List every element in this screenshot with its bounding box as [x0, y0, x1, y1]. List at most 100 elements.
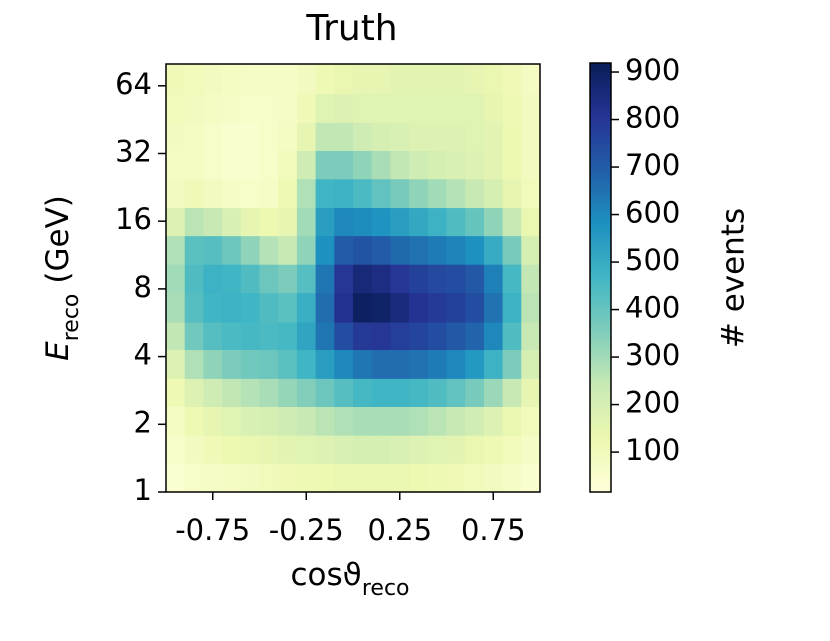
y-tick-label: 4: [134, 338, 152, 372]
heatmap-cell: [390, 150, 410, 180]
heatmap-cell: [222, 93, 242, 123]
heatmap-cell: [334, 264, 354, 294]
heatmap-cell: [521, 378, 541, 407]
heatmap-cell: [446, 93, 466, 123]
heatmap-cell: [222, 235, 242, 265]
heatmap-cell: [184, 235, 204, 265]
heatmap-cell: [390, 178, 410, 209]
heatmap-cell: [390, 122, 410, 151]
heatmap-cell: [502, 378, 522, 407]
heatmap-cell: [222, 349, 242, 379]
heatmap-cell: [334, 292, 354, 323]
heatmap-cell: [222, 378, 242, 407]
heatmap-cell: [184, 122, 204, 151]
heatmap-cell: [465, 463, 485, 493]
heatmap-cell: [353, 122, 373, 151]
colorbar-tick-label: 900: [625, 53, 680, 87]
heatmap-cell: [427, 235, 447, 265]
heatmap-cell: [446, 406, 466, 436]
heatmap-cell: [334, 150, 354, 180]
heatmap-cell: [390, 93, 410, 123]
heatmap-cell: [465, 122, 485, 151]
heatmap-cell: [521, 463, 541, 493]
heatmap-cell: [409, 292, 429, 323]
heatmap-cell: [259, 64, 279, 95]
heatmap-cell: [334, 122, 354, 151]
x-tick-label: 0.25: [367, 513, 432, 547]
heatmap-cell: [334, 93, 354, 123]
heatmap-cell: [409, 463, 429, 493]
heatmap-cell: [222, 122, 242, 151]
heatmap-cell: [166, 122, 186, 151]
heatmap-cell: [166, 235, 186, 265]
heatmap-cell: [390, 235, 410, 265]
x-label-symbol: cosϑ: [290, 557, 361, 593]
heatmap-cell: [427, 435, 447, 464]
heatmap-cell: [521, 207, 541, 237]
heatmap-cell: [446, 178, 466, 209]
heatmap-cell: [278, 463, 298, 493]
heatmap-cell: [184, 178, 204, 209]
heatmap-cell: [296, 93, 317, 123]
heatmap-cell: [371, 64, 391, 95]
heatmap-cell: [184, 150, 204, 180]
heatmap-cell: [166, 93, 186, 123]
heatmap-cell: [465, 406, 485, 436]
heatmap-cell: [446, 322, 466, 351]
heatmap-cell: [222, 435, 242, 464]
heatmap-cell: [166, 292, 186, 323]
heatmap-cell: [353, 292, 373, 323]
y-axis-label: Ereco (GeV): [40, 195, 84, 361]
heatmap-cell: [446, 463, 466, 493]
heatmap-cell: [240, 435, 260, 464]
heatmap-cell: [315, 122, 335, 151]
colorbar: [589, 62, 612, 493]
heatmap-cell: [409, 435, 429, 464]
heatmap-cell: [278, 235, 298, 265]
heatmap-cell: [184, 435, 204, 464]
heatmap-cell: [465, 64, 485, 95]
colorbar-tick-label: 700: [625, 148, 680, 182]
heatmap-cell: [409, 264, 429, 294]
heatmap-cell: [502, 235, 522, 265]
heatmap-cell: [409, 64, 429, 95]
heatmap-cell: [353, 207, 373, 237]
heatmap-cell: [259, 378, 279, 407]
heatmap-cell: [483, 207, 504, 237]
heatmap-cell: [521, 93, 541, 123]
heatmap-cell: [278, 64, 298, 95]
heatmap-cell: [353, 235, 373, 265]
heatmap-cell: [315, 235, 335, 265]
heatmap-cell: [166, 207, 186, 237]
heatmap-cell: [465, 207, 485, 237]
heatmap-cell: [390, 207, 410, 237]
heatmap-cell: [184, 322, 204, 351]
chart-title: Truth: [305, 8, 397, 49]
heatmap-cell: [502, 292, 522, 323]
heatmap-cell: [203, 235, 223, 265]
y-tick-label: 64: [115, 67, 152, 101]
heatmap-cell: [371, 235, 391, 265]
heatmap-cell: [353, 150, 373, 180]
heatmap-cell: [390, 264, 410, 294]
y-tick-label: 32: [115, 134, 152, 168]
heatmap-cell: [315, 322, 335, 351]
heatmap-cell: [203, 292, 223, 323]
heatmap-cell: [315, 64, 335, 95]
heatmap-cell: [521, 349, 541, 379]
heatmap-cell: [259, 122, 279, 151]
heatmap-cell: [371, 122, 391, 151]
heatmap-cell: [483, 178, 504, 209]
heatmap-cell: [353, 463, 373, 493]
heatmap-cell: [278, 264, 298, 294]
heatmap-cell: [409, 122, 429, 151]
colorbar-tick-label: 600: [625, 196, 680, 230]
heatmap-cell: [259, 322, 279, 351]
heatmap-cell: [334, 322, 354, 351]
heatmap-cell: [240, 322, 260, 351]
heatmap-cell: [483, 435, 504, 464]
heatmap-cell: [371, 322, 391, 351]
heatmap-cell: [278, 406, 298, 436]
heatmap-cell: [502, 264, 522, 294]
